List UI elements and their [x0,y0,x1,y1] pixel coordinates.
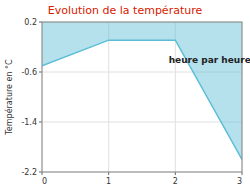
tick-label: -0.6 [21,68,37,77]
tick-label: 0 [42,177,47,186]
plot-area [42,22,242,160]
grid-line [42,122,242,123]
grid [42,22,242,172]
tick-label: -1.4 [21,118,37,127]
chart: 0.2 -0.6 -1.4 -2.2 0 1 2 3 heure par heure Evolut… [0,0,250,188]
tick-label: 2 [173,177,178,186]
frame [42,22,242,172]
grid-line [108,22,109,172]
grid-line [175,22,176,172]
title: Evolution de la température [48,4,203,17]
tick-label: -2.2 [21,168,37,177]
tick-label: 3 [237,177,242,186]
annotation: heure par heure [169,55,250,65]
tick-label: 0.2 [24,18,37,27]
tick-label: 1 [106,177,111,186]
y-axis-label: Température en °C [4,59,14,136]
area [42,22,242,160]
